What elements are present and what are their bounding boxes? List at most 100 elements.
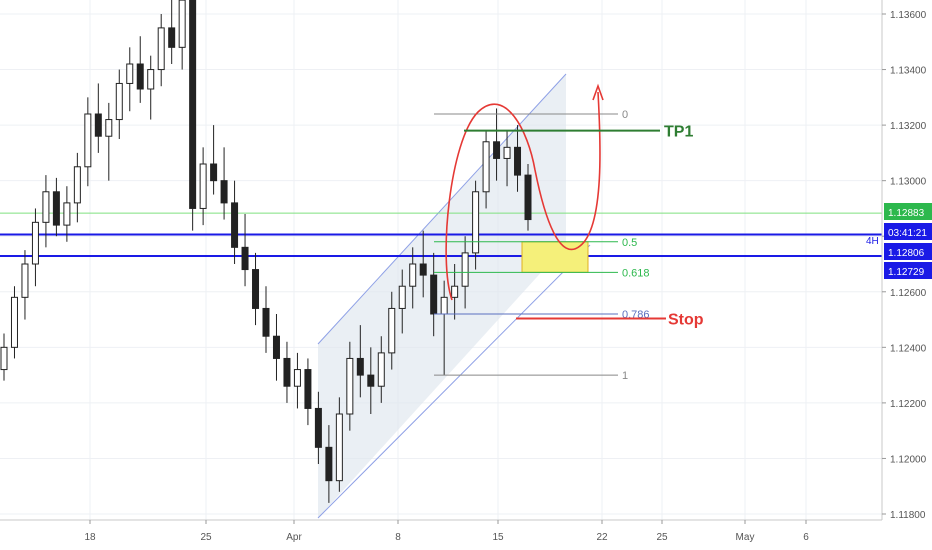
price-tick-label: 1.13000 [890,177,927,188]
candle-body [42,191,50,223]
candle [346,341,354,431]
candle [493,108,501,181]
candle-body [10,296,18,348]
arrow-head [592,83,604,101]
candle [10,286,18,359]
candle [241,214,249,287]
time-tick-label: 22 [596,532,608,543]
candles [0,0,532,503]
time-axis: 18 25 Apr 8 15 22 25 May 6 [0,519,882,543]
candle [199,147,207,226]
time-tick-label: 25 [200,532,212,543]
candle-body [514,146,522,176]
candle-body [84,113,92,168]
candle [105,102,113,181]
candle [524,164,532,231]
candle [0,333,8,381]
candle-body [105,119,113,137]
price-tick-label: 1.12400 [890,343,927,354]
candle [388,291,396,370]
candle [231,180,239,264]
time-tick-label: 8 [395,532,401,543]
candle-body [293,369,301,387]
price-tick-label: 1.12200 [890,399,927,410]
candle-body [409,263,417,287]
candle-body [503,146,511,159]
price-badge-text: 1.12883 [888,208,925,219]
candle-body [388,307,396,354]
candle [377,336,385,403]
candle-body [210,163,218,182]
demand-zone-box [521,241,589,273]
fib-label: 0 [622,109,628,121]
fib-label: 0.5 [622,237,637,249]
horizontal-lines [0,212,882,273]
candle [189,0,197,231]
candle [73,152,81,223]
candle-body [304,369,312,409]
candle [335,397,343,492]
candle-body [21,263,29,298]
price-badge-text: 1.12806 [888,248,925,259]
drawings: TP1 Stop [445,83,704,329]
candle [157,14,165,87]
timeframe-label: 4H [866,236,879,247]
candle [482,130,490,209]
candle [262,286,270,353]
price-badge-text: 1.12729 [888,267,925,278]
price-tick-label: 1.12600 [890,288,927,299]
candle-body [325,446,333,482]
candle-body [346,357,354,415]
candle-body [0,346,8,371]
candle [451,264,459,320]
candle-body [157,27,165,71]
candle [42,175,50,248]
price-badge [884,262,932,279]
candle-body [398,285,406,309]
candle-body [314,407,322,448]
candle-body [94,113,102,137]
candle-body [461,252,469,287]
candle [356,325,364,398]
candle-body [168,27,176,48]
candle-body [524,174,532,221]
candle [63,186,71,242]
candle [367,347,375,414]
candle [126,47,134,112]
candle-body [272,335,280,359]
candle [472,180,480,270]
candle [147,55,155,120]
time-tick-label: Apr [286,532,302,543]
candle-body [419,263,427,276]
time-tick-label: 6 [803,532,809,543]
candle [283,341,291,403]
candle-body [356,357,364,376]
candle-body [231,202,239,248]
candle [314,391,322,464]
fib-label: 0.618 [622,267,650,279]
candle [220,147,228,220]
candle-body [377,352,385,387]
candle-body [52,191,60,226]
price-tick-label: 1.13600 [890,10,927,21]
candle [272,314,280,381]
fib-label: 1 [622,370,628,382]
projected-path [445,91,601,301]
candle-body [147,69,155,90]
candle-body [482,141,490,193]
candle-body [31,221,39,265]
candle-body [472,191,480,254]
candle [514,125,522,192]
candle [84,97,92,187]
candle-body [189,0,197,209]
price-badge [884,203,932,220]
candle-body [252,269,260,309]
candle-body [283,357,291,387]
candle [136,36,144,103]
candle-body [136,63,144,90]
candle-body [335,413,343,482]
candle [398,269,406,334]
time-tick-label: 15 [492,532,504,543]
candle-body [241,246,249,271]
